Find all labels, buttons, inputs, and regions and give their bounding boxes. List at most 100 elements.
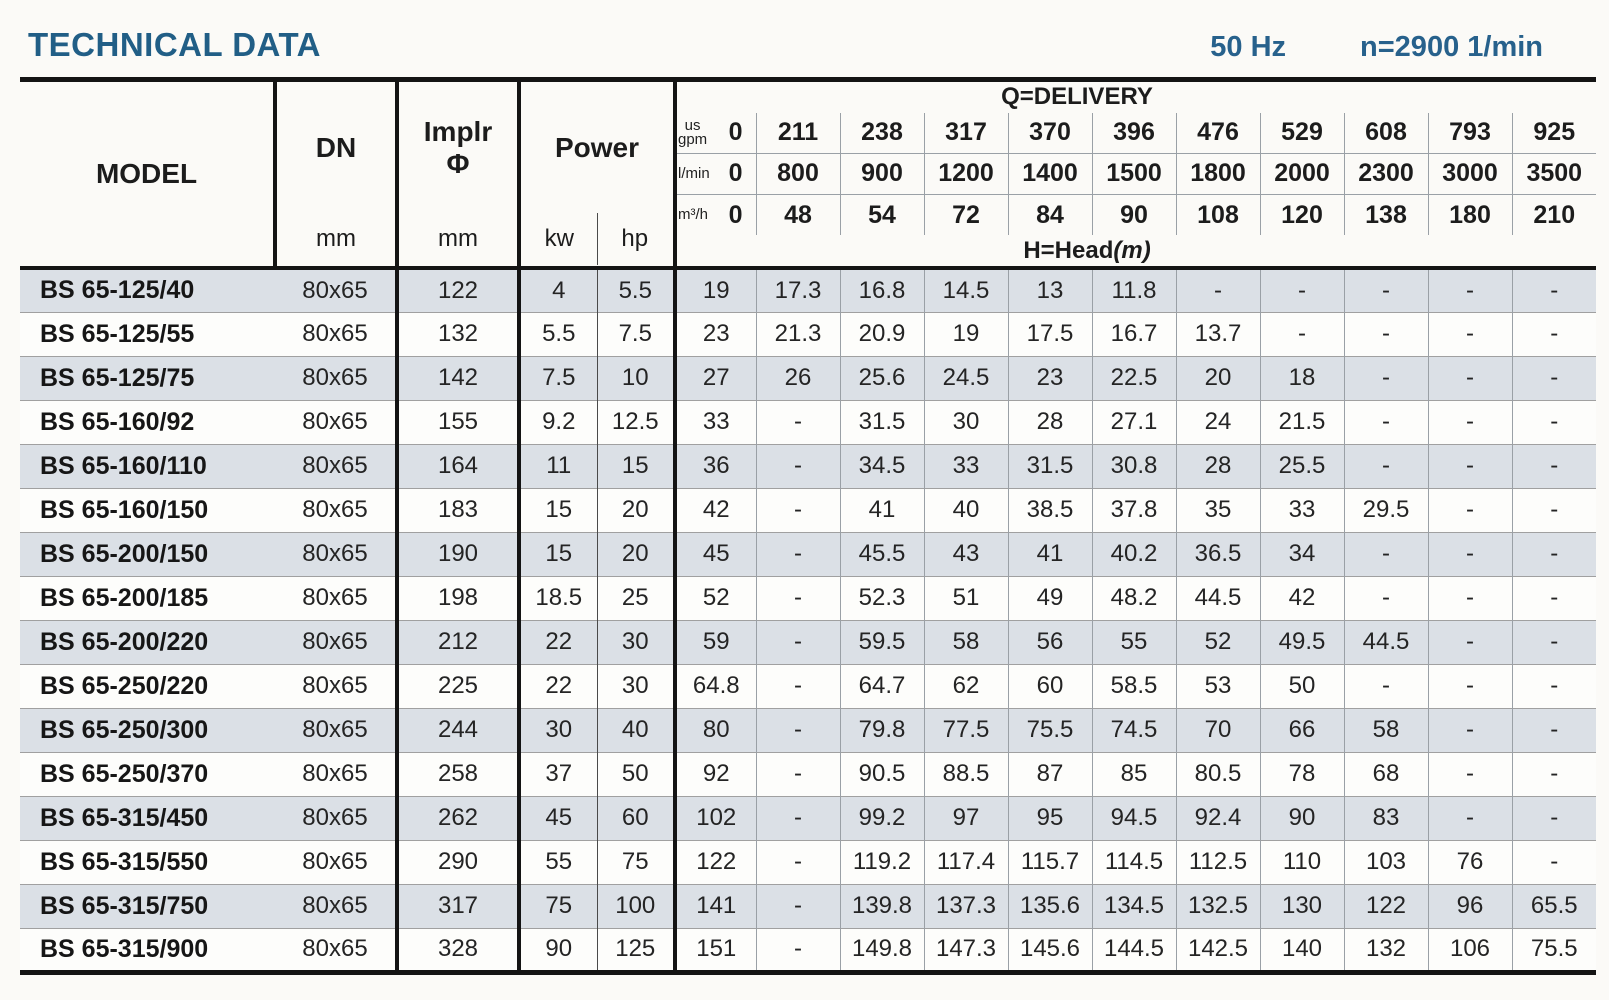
- head-value-cell: 13: [1008, 267, 1093, 312]
- delivery-value: 1500: [1092, 153, 1177, 195]
- impeller-diameter-cell: 212: [397, 619, 521, 664]
- head-value-cell: -: [1428, 531, 1513, 576]
- head-value-cell: 49: [1008, 575, 1093, 620]
- head-value-cell: -: [756, 443, 841, 488]
- model-cell: BS 65-125/40: [20, 267, 275, 312]
- table-row: BS 65-315/550 80x65 290 55 75 122-119.2 117.4 1…: [20, 839, 1596, 884]
- head-value-cell: 43: [924, 531, 1009, 576]
- dn-cell: 80x65: [275, 751, 399, 796]
- power-hp-cell: 125: [597, 927, 677, 972]
- head-value-cell: -: [1512, 619, 1596, 664]
- power-hp-cell: 20: [597, 531, 677, 576]
- flow-unit-text: gpm: [678, 130, 708, 148]
- table-row: BS 65-315/450 80x65 262 45 60 102-99.2 97 95 94.…: [20, 795, 1596, 840]
- head-value-cell: 52.3: [840, 575, 925, 620]
- model-cell: BS 65-315/750: [20, 883, 275, 928]
- flow-unit-text: us: [684, 117, 701, 135]
- head-value-cell: 55: [1092, 619, 1177, 664]
- power-kw-cell: 45: [519, 795, 598, 840]
- delivery-value: 317: [924, 112, 1009, 155]
- power-kw-cell: 30: [519, 707, 598, 752]
- delivery-unit-row-m3h: m³/h 0 48 54 72 84 90 108 120 138 180 210: [20, 194, 1596, 236]
- head-value-cell: 149.8: [840, 927, 925, 972]
- power-hp-cell: 30: [597, 663, 677, 708]
- delivery-value: 0: [728, 159, 743, 188]
- head-value-cell: 70: [1176, 707, 1261, 752]
- table-row: BS 65-315/900 80x65 328 90 125 151-149.8 147.3…: [20, 927, 1596, 972]
- dn-cell: 80x65: [275, 795, 399, 840]
- head-value-cell: 103: [1344, 839, 1429, 884]
- delivery-section-title: Q=DELIVERY: [1001, 83, 1153, 111]
- head-value-cell: 62: [924, 663, 1009, 708]
- impeller-diameter-cell: 142: [397, 355, 521, 400]
- head-value-cell: 74.5: [1092, 707, 1177, 752]
- head-value-cell: 144.5: [1092, 927, 1177, 972]
- head-value-cell: 60: [1008, 663, 1093, 708]
- power-hp-unit-label: hp: [596, 213, 673, 265]
- dn-cell: 80x65: [275, 311, 399, 356]
- head-value-cell: -: [1176, 267, 1261, 312]
- head-value-cell: -: [1512, 751, 1596, 796]
- flow-unit-cell: l/min 0: [675, 153, 757, 195]
- table-header: MODEL DN mm Implr Φ mm Powe: [20, 79, 1596, 268]
- delivery-value: 608: [1344, 112, 1429, 155]
- head-value-cell: 16.8: [840, 267, 925, 312]
- head-value-cell: -: [1512, 443, 1596, 488]
- head-value-cell: -: [756, 883, 841, 928]
- head-value-cell: 28: [1008, 399, 1093, 444]
- head-value-cell: 19: [924, 311, 1009, 356]
- power-hp-cell: 100: [597, 883, 677, 928]
- head-value-cell: 44.5: [1176, 575, 1261, 620]
- head-value-cell: -: [1428, 619, 1513, 664]
- head-value-cell: 42: [1260, 575, 1345, 620]
- head-value-cell: -: [1512, 575, 1596, 620]
- impeller-header-label: Implr: [423, 115, 493, 147]
- speed-label: n=2900 1/min: [1360, 31, 1543, 63]
- head-value-cell: 110: [1260, 839, 1345, 884]
- head-value-cell: -: [756, 795, 841, 840]
- head-value-cell: 58.5: [1092, 663, 1177, 708]
- delivery-value: 2300: [1344, 153, 1429, 195]
- table-row: BS 65-160/150 80x65 183 15 20 42-41 40 38.5 37.8…: [20, 487, 1596, 532]
- impeller-diameter-cell: 122: [397, 267, 521, 312]
- model-cell: BS 65-315/450: [20, 795, 275, 840]
- dn-header-label: DN: [315, 131, 357, 163]
- head-value-cell: 134.5: [1092, 883, 1177, 928]
- page-header: TECHNICAL DATA 50 Hz n=2900 1/min: [0, 0, 1609, 77]
- delivery-value: 529: [1260, 112, 1345, 155]
- column-header-dn: DN mm: [275, 79, 399, 268]
- power-kw-cell: 18.5: [519, 575, 598, 620]
- column-header-model: MODEL: [20, 79, 277, 268]
- power-kw-cell: 15: [519, 531, 598, 576]
- head-value-cell: -: [1512, 355, 1596, 400]
- head-value-cell: 132: [1344, 927, 1429, 972]
- head-value-cell: 26: [756, 355, 841, 400]
- delivery-unit-row-usgpm: us gpm 0 211 238 317 370 396 476 529 608 793 925: [20, 112, 1596, 155]
- power-kw-cell: 5.5: [519, 311, 598, 356]
- table-row: BS 65-250/370 80x65 258 37 50 92-90.5 88.5 87 85…: [20, 751, 1596, 796]
- delivery-value: 238: [840, 112, 925, 155]
- head-value-cell: 140: [1260, 927, 1345, 972]
- head-value-cell: 17.5: [1008, 311, 1093, 356]
- head-value-cell: 142.5: [1176, 927, 1261, 972]
- head-value-cell: 88.5: [924, 751, 1009, 796]
- head-value-cell: 28: [1176, 443, 1261, 488]
- head-value-cell: 141: [675, 883, 757, 928]
- head-value-cell: -: [756, 707, 841, 752]
- head-value-cell: 36: [675, 443, 757, 488]
- model-cell: BS 65-160/150: [20, 487, 275, 532]
- delivery-unit-row-lmin: l/min 0 800 900 1200 1400 1500 1800 2000 2300 30…: [20, 153, 1596, 195]
- impeller-diameter-cell: 190: [397, 531, 521, 576]
- head-value-cell: -: [1512, 531, 1596, 576]
- head-value-cell: 90.5: [840, 751, 925, 796]
- flow-unit-text: l/min: [678, 165, 710, 183]
- table-row: BS 65-125/75 80x65 142 7.5 10 27 26 25.6 24.5 23 2…: [20, 355, 1596, 400]
- head-value-cell: -: [756, 399, 841, 444]
- dn-cell: 80x65: [275, 927, 399, 972]
- power-hp-cell: 7.5: [597, 311, 677, 356]
- head-value-cell: -: [1512, 707, 1596, 752]
- head-value-cell: -: [1428, 355, 1513, 400]
- head-value-cell: -: [1428, 795, 1513, 840]
- model-cell: BS 65-200/220: [20, 619, 275, 664]
- head-value-cell: 50: [1260, 663, 1345, 708]
